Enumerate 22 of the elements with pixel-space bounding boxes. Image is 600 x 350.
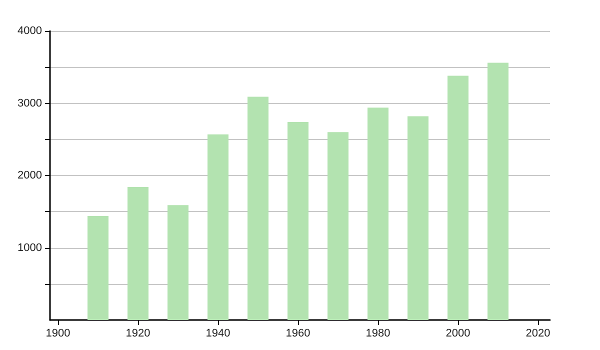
- bar: [408, 116, 428, 320]
- bar: [128, 187, 148, 320]
- bar: [208, 134, 228, 320]
- y-tick-label: 4000: [18, 25, 42, 37]
- x-tick-label: 1960: [286, 328, 310, 340]
- bar: [328, 132, 348, 320]
- x-tick-label: 1940: [206, 328, 230, 340]
- x-tick-label: 1920: [126, 328, 150, 340]
- y-tick-label: 1000: [18, 242, 42, 254]
- y-tick-label: 3000: [18, 97, 42, 110]
- bar: [448, 76, 468, 320]
- bar: [88, 216, 108, 320]
- bar: [368, 108, 388, 320]
- x-tick-label: 1900: [46, 328, 70, 340]
- bar: [248, 96, 268, 320]
- bar: [488, 62, 508, 320]
- x-tick-label: 2000: [446, 328, 470, 340]
- x-tick-label: 1980: [366, 328, 390, 340]
- bar: [168, 205, 188, 320]
- x-tick-label: 2020: [526, 328, 550, 340]
- y-tick-label: 2000: [18, 170, 42, 182]
- bar: [288, 122, 308, 320]
